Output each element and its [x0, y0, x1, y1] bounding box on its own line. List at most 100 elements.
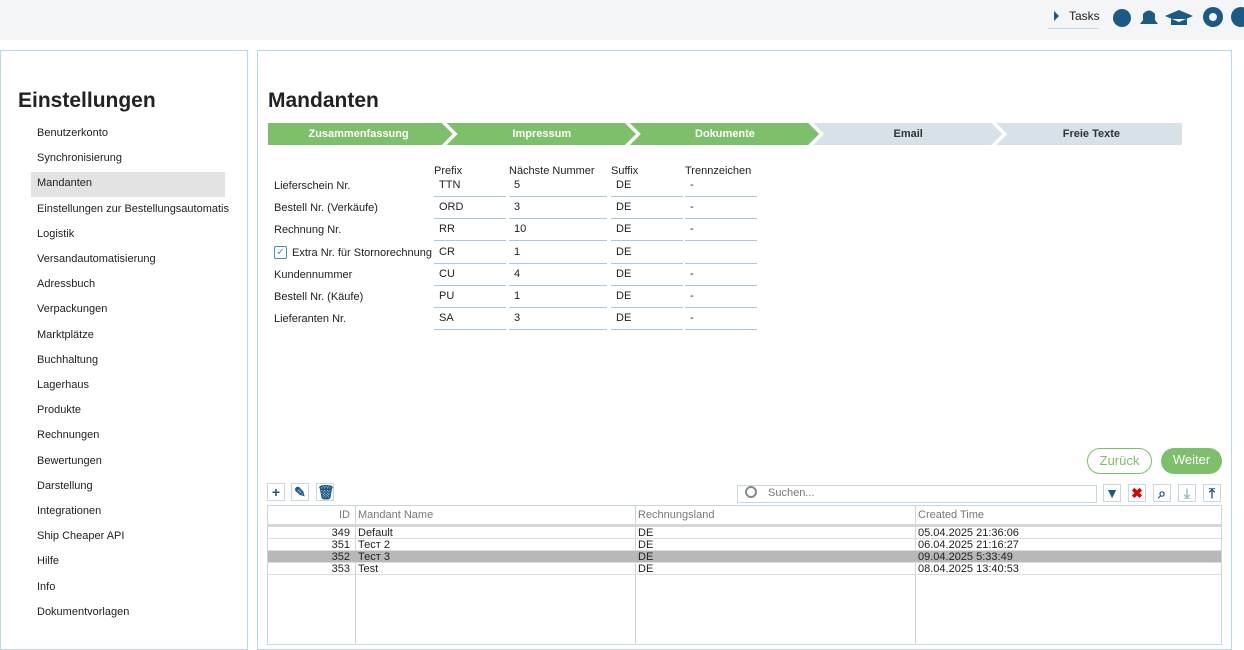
step-label[interactable]: Dokumente: [695, 128, 755, 140]
column-header: Suffix: [611, 165, 639, 177]
step-label[interactable]: Freie Texte: [1062, 128, 1121, 140]
text-input[interactable]: 3: [509, 199, 607, 220]
grid-column-header[interactable]: Rechnungsland: [638, 509, 715, 521]
sidebar-item[interactable]: Ship Cheaper API: [37, 530, 125, 543]
sidebar-item[interactable]: Hilfe: [37, 555, 60, 568]
step[interactable]: [991, 122, 1184, 147]
user-icon[interactable]: [1231, 7, 1244, 27]
step-label[interactable]: Email: [893, 128, 923, 140]
clear-filter-button[interactable]: ✖: [1128, 484, 1146, 502]
grid-column-divider: [355, 505, 356, 645]
sidebar-item[interactable]: Logistik: [37, 227, 75, 240]
field-label: Bestell Nr. (Käufe): [274, 291, 364, 303]
sidebar-item[interactable]: Adressbuch: [37, 278, 96, 291]
text-input[interactable]: 1: [509, 244, 607, 264]
sidebar-item[interactable]: Buchhaltung: [37, 353, 99, 366]
academy-icon[interactable]: [1165, 10, 1193, 25]
grid-row[interactable]: [268, 539, 1221, 551]
sidebar-item[interactable]: Produkte: [37, 404, 82, 417]
step-label[interactable]: Impressum: [512, 128, 572, 140]
step[interactable]: [808, 122, 1006, 147]
text-input[interactable]: [685, 244, 757, 264]
sidebar-item[interactable]: Verpackungen: [37, 303, 108, 316]
find-button[interactable]: ⌕: [1153, 484, 1171, 502]
export-button[interactable]: ⤓: [1178, 484, 1196, 502]
grid-column-header[interactable]: ID: [339, 509, 350, 521]
import-button[interactable]: ⤒: [1203, 484, 1221, 502]
text-input[interactable]: CU: [434, 266, 506, 286]
edit-button[interactable]: ✎: [291, 483, 309, 501]
text-input[interactable]: -: [685, 288, 757, 308]
text-input[interactable]: DE: [611, 221, 683, 242]
grid-column-header[interactable]: Mandant Name: [358, 509, 434, 521]
grid-cell: 351: [331, 539, 350, 551]
field-label: Lieferschein Nr.: [274, 180, 351, 192]
text-input[interactable]: 10: [509, 221, 607, 242]
text-input[interactable]: RR: [434, 221, 506, 242]
delete-button[interactable]: 🗑: [316, 483, 335, 501]
sidebar-item[interactable]: Synchronisierung: [37, 152, 122, 165]
sidebar-item[interactable]: Darstellung: [37, 479, 93, 492]
search-box[interactable]: [737, 485, 1097, 503]
bell-icon[interactable]: [1140, 10, 1158, 25]
grid-cell: 09.04.2025 5:33:49: [918, 551, 1013, 563]
back-button[interactable]: Zurück: [1087, 448, 1152, 474]
text-input[interactable]: -: [685, 221, 757, 242]
field-label: Kundennummer: [274, 268, 353, 281]
text-input[interactable]: -: [685, 266, 757, 286]
sidebar-item[interactable]: Mandanten: [37, 177, 93, 190]
grid-row[interactable]: [268, 563, 1221, 575]
step-label[interactable]: Zusammenfassung: [308, 128, 409, 140]
grid-row[interactable]: [268, 527, 1221, 539]
text-input[interactable]: 1: [509, 288, 607, 308]
sidebar-item[interactable]: Integrationen: [37, 505, 102, 517]
tasks-button[interactable]: [1048, 8, 1098, 29]
sidebar-title: Einstellungen: [18, 89, 156, 112]
step[interactable]: [441, 122, 639, 147]
text-input[interactable]: 5: [509, 177, 607, 197]
text-input[interactable]: CR: [434, 244, 506, 264]
grid-column-divider: [635, 505, 636, 645]
text-input[interactable]: ORD: [434, 199, 506, 220]
grid-column-header[interactable]: Created Time: [918, 509, 985, 521]
sidebar-item[interactable]: Einstellungen zur Bestellungsautomatis: [37, 202, 230, 215]
text-input[interactable]: DE: [611, 266, 683, 286]
theme-icon[interactable]: [1113, 9, 1131, 27]
top-bar: Tasks: [0, 0, 1244, 40]
sidebar-item[interactable]: Benutzerkonto: [37, 127, 108, 139]
checkbox[interactable]: ✓: [274, 245, 287, 259]
sidebar-item[interactable]: Dokumentvorlagen: [37, 605, 130, 618]
text-input[interactable]: DE: [611, 244, 683, 264]
text-input[interactable]: DE: [611, 288, 683, 308]
step[interactable]: [267, 122, 456, 147]
text-input[interactable]: -: [685, 310, 757, 331]
text-input[interactable]: 4: [509, 266, 607, 286]
column-header: Trennzeichen: [685, 165, 752, 177]
text-input[interactable]: -: [685, 177, 757, 197]
sidebar-item[interactable]: Bewertungen: [37, 454, 102, 467]
text-input[interactable]: PU: [434, 288, 506, 308]
filter-button[interactable]: ▼: [1103, 484, 1121, 502]
grid-cell: DE: [638, 527, 654, 539]
step[interactable]: [624, 122, 823, 147]
grid-cell: 349: [331, 527, 350, 539]
text-input[interactable]: 3: [509, 310, 607, 331]
next-button[interactable]: Weiter: [1161, 448, 1222, 474]
grid-header-line: [267, 524, 1222, 527]
text-input[interactable]: DE: [611, 177, 683, 197]
search-placeholder: Suchen...: [768, 487, 815, 499]
sidebar-item[interactable]: Info: [37, 580, 56, 593]
sidebar-item[interactable]: Versandautomatisierung: [37, 253, 156, 265]
grid-row[interactable]: [268, 551, 1221, 563]
text-input[interactable]: DE: [611, 199, 683, 220]
add-button[interactable]: +: [267, 483, 285, 501]
tasks-arrow: [1054, 11, 1059, 21]
text-input[interactable]: SA: [434, 310, 506, 331]
text-input[interactable]: TTN: [434, 177, 506, 197]
text-input[interactable]: -: [685, 199, 757, 220]
tasks-label[interactable]: Tasks: [1069, 9, 1100, 23]
text-input[interactable]: DE: [611, 310, 683, 331]
sidebar-item[interactable]: Lagerhaus: [37, 379, 89, 391]
sidebar-item[interactable]: Rechnungen: [37, 429, 100, 442]
sidebar-item[interactable]: Marktplätze: [37, 328, 94, 341]
